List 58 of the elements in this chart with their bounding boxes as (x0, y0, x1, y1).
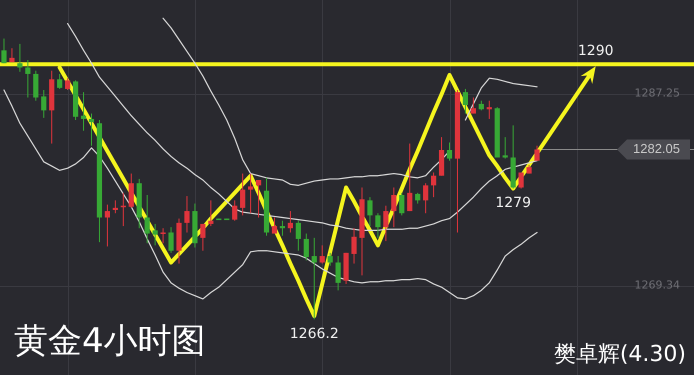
candlestick (144, 194, 150, 244)
text: 樊卓辉(4.30) (554, 341, 686, 369)
candlestick (88, 113, 94, 146)
candlestick (486, 100, 492, 120)
y-tick-label: 1269.34 (634, 278, 680, 292)
candlestick (128, 173, 134, 208)
candlestick (304, 233, 309, 261)
candlestick (240, 173, 246, 216)
candlestick (80, 92, 86, 132)
candlestick (160, 228, 166, 244)
candlestick (351, 228, 357, 264)
candlestick (184, 196, 190, 233)
annotation: 1290 (578, 42, 614, 59)
candlestick (328, 252, 333, 266)
candlestick (232, 200, 238, 222)
candlestick (502, 136, 508, 160)
candlestick (336, 256, 341, 291)
candlestick (399, 192, 404, 216)
candlestick (407, 143, 412, 212)
annotation: 1266.2 (290, 326, 339, 342)
candlestick (383, 205, 388, 242)
candlestick (478, 100, 484, 111)
candlestick (9, 48, 15, 63)
candlestick (208, 200, 214, 227)
candlestick (312, 237, 317, 320)
candlestick (430, 172, 436, 198)
candlestick (272, 217, 278, 234)
text: 黄金4小时图 (14, 320, 206, 363)
candlestick (534, 145, 540, 162)
candlestick (152, 223, 158, 246)
candlestick (446, 142, 452, 162)
y-tick-label: 1287.25 (634, 86, 680, 100)
candlestick (470, 97, 476, 114)
candlestick (288, 210, 293, 233)
candlestick (1, 38, 7, 64)
candlestick (168, 226, 174, 254)
candlestick (65, 78, 70, 90)
candlestick (248, 173, 254, 214)
candlestick (423, 182, 428, 214)
candlestick (296, 220, 301, 252)
candlestick (320, 244, 325, 264)
candlestick (375, 212, 381, 238)
candlestick (518, 172, 524, 190)
candlestick (57, 73, 62, 90)
candlestick (200, 223, 206, 252)
candlestick (120, 192, 126, 227)
candlestick (104, 204, 110, 247)
annotation: 1279 (495, 195, 531, 212)
candlestick (25, 60, 30, 98)
candlestick (415, 192, 420, 204)
candlestick (462, 88, 468, 114)
candlestick (17, 43, 22, 72)
candlestick (391, 187, 396, 228)
candlestick (41, 90, 46, 118)
candlestick (256, 180, 262, 218)
candlestick (367, 196, 373, 227)
ref-line-label: 1282.05 (633, 141, 680, 156)
candlestick (33, 70, 38, 102)
